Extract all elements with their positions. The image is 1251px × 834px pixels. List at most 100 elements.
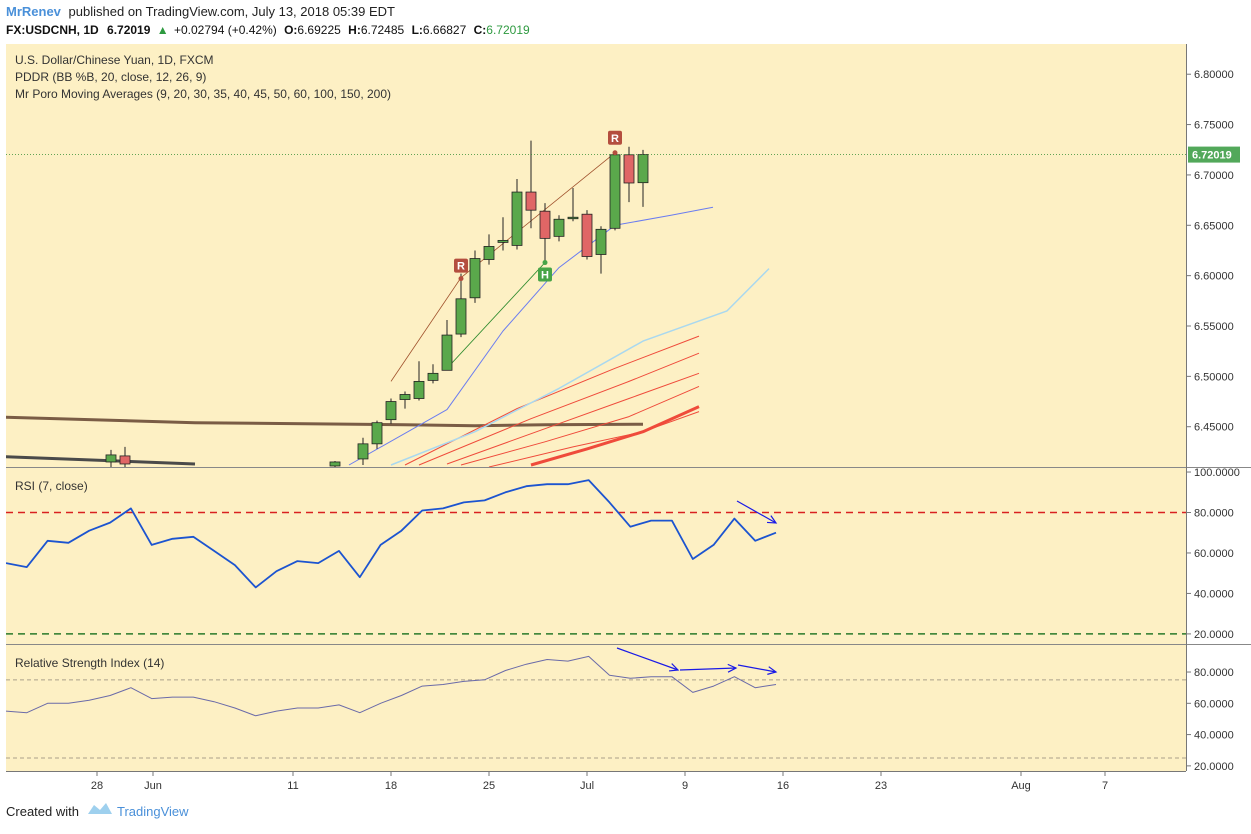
moving-average-line bbox=[390, 268, 770, 466]
candle-body bbox=[553, 218, 565, 237]
candle-body bbox=[371, 422, 383, 445]
candle-body bbox=[497, 239, 509, 243]
footer-brand[interactable]: TradingView bbox=[117, 804, 189, 819]
low-value: 6.66827 bbox=[423, 23, 467, 37]
plot-background bbox=[6, 44, 1186, 771]
rsi-tick-label: 40.0000 bbox=[1194, 588, 1234, 600]
divergence-arrow bbox=[736, 500, 777, 524]
rsi-tick-label: 60.0000 bbox=[1194, 548, 1234, 560]
rsi-tick-label: 20.0000 bbox=[1194, 629, 1234, 641]
tradingview-logo-icon bbox=[88, 803, 112, 814]
moving-average-line bbox=[460, 385, 700, 466]
legend-rsi7: RSI (7, close) bbox=[15, 479, 88, 493]
moving-average-line bbox=[530, 405, 700, 467]
moving-average-line bbox=[488, 411, 700, 467]
candle-body bbox=[469, 258, 481, 299]
arrow-head-icon bbox=[766, 515, 778, 524]
rsi-tick-label: 80.0000 bbox=[1194, 507, 1234, 519]
author-link: MrRenev bbox=[6, 4, 62, 19]
candle-body bbox=[567, 216, 579, 220]
moving-average-line bbox=[418, 352, 700, 466]
candle-body bbox=[455, 298, 467, 335]
rsi-line bbox=[6, 655, 777, 717]
signal-marker bbox=[608, 130, 622, 145]
candle-body bbox=[399, 394, 411, 400]
candle-body bbox=[105, 454, 117, 463]
open-value: 6.69225 bbox=[297, 23, 341, 37]
svg-text:MrRenev published on Tradi: MrRenev published on TradingView.com, Ju… bbox=[6, 4, 395, 19]
divergence-arrow bbox=[737, 664, 777, 673]
divergence-arrow bbox=[679, 667, 737, 671]
price-tick-label: 6.55000 bbox=[1194, 321, 1234, 333]
candle-body bbox=[609, 154, 621, 229]
change-value: +0.02794 (+0.42%) bbox=[174, 23, 277, 37]
rsi-tick-label: 60.0000 bbox=[1194, 698, 1234, 710]
trend-line bbox=[446, 262, 546, 369]
time-tick-label: Jun bbox=[144, 780, 162, 792]
rsi-tick-label: 40.0000 bbox=[1194, 730, 1234, 742]
footer-created: Created with bbox=[6, 804, 79, 819]
arrow-head-icon bbox=[727, 663, 738, 673]
symbol-label: FX:USDCNH, 1D bbox=[6, 23, 99, 37]
time-tick-label: 7 bbox=[1102, 780, 1108, 792]
candle-body bbox=[637, 154, 649, 184]
price-tick-label: 6.50000 bbox=[1194, 371, 1234, 383]
candle-body bbox=[413, 380, 425, 399]
time-tick-label: 16 bbox=[777, 780, 789, 792]
arrow-head-icon bbox=[668, 663, 680, 672]
candle-body bbox=[441, 334, 453, 371]
signal-marker-label: R bbox=[611, 133, 619, 145]
candle-body bbox=[525, 191, 537, 211]
moving-average-line bbox=[6, 415, 644, 428]
up-arrow-icon: ▲ bbox=[157, 23, 169, 37]
candle-body bbox=[119, 455, 131, 465]
signal-point bbox=[542, 260, 548, 266]
candle-body bbox=[357, 443, 369, 460]
candle-body bbox=[539, 210, 551, 239]
price-tick-label: 6.80000 bbox=[1194, 69, 1234, 81]
legend-moving-averages: Mr Poro Moving Averages (9, 20, 30, 35, … bbox=[15, 87, 391, 101]
candle-body bbox=[581, 213, 593, 257]
signal-marker-label: R bbox=[457, 261, 465, 273]
rsi-tick-label: 20.0000 bbox=[1194, 761, 1234, 773]
arrow-head-icon bbox=[767, 666, 778, 675]
time-tick-label: 28 bbox=[91, 780, 103, 792]
close-value: 6.72019 bbox=[486, 23, 530, 37]
legend-symbol: U.S. Dollar/Chinese Yuan, 1D, FXCM bbox=[15, 53, 214, 67]
legend-rsi14: Relative Strength Index (14) bbox=[15, 656, 164, 670]
published-info: published on TradingView.com, July 13, 2… bbox=[69, 4, 395, 19]
last-price-tag-label: 6.72019 bbox=[1192, 150, 1232, 162]
time-tick-label: 25 bbox=[483, 780, 495, 792]
last-price-tag bbox=[1188, 146, 1240, 163]
signal-point bbox=[612, 150, 618, 156]
price-tick-label: 6.70000 bbox=[1194, 170, 1234, 182]
time-tick-label: 9 bbox=[682, 780, 688, 792]
price-tick-label: 6.60000 bbox=[1194, 271, 1234, 283]
candle-body bbox=[329, 461, 341, 467]
candle-body bbox=[511, 191, 523, 246]
signal-marker bbox=[454, 258, 468, 273]
time-tick-label: 11 bbox=[287, 780, 298, 792]
rsi-tick-label: 80.0000 bbox=[1194, 667, 1234, 679]
candle-body bbox=[385, 401, 397, 421]
time-tick-label: Jul bbox=[580, 780, 594, 792]
time-tick-label: Aug bbox=[1011, 780, 1031, 792]
svg-text:FX:USDCNH, 1D 6.72019: FX:USDCNH, 1D 6.72019 ▲ +0.02794 (+0.42%… bbox=[6, 23, 530, 37]
price-tick-label: 6.65000 bbox=[1194, 220, 1234, 232]
candle-body bbox=[427, 372, 439, 381]
rsi-tick-label: 100.0000 bbox=[1194, 467, 1240, 479]
divergence-arrow bbox=[616, 647, 679, 671]
signal-marker bbox=[538, 267, 552, 282]
candle-body bbox=[483, 246, 495, 260]
rsi-line bbox=[6, 479, 777, 589]
price-tick-label: 6.45000 bbox=[1194, 422, 1234, 434]
candle-body bbox=[595, 228, 607, 255]
signal-marker-label: H bbox=[541, 270, 549, 282]
high-value: 6.72485 bbox=[361, 23, 405, 37]
candle-body bbox=[623, 154, 635, 184]
legend-pddr: PDDR (BB %B, 20, close, 12, 26, 9) bbox=[15, 70, 206, 84]
time-tick-label: 23 bbox=[875, 780, 887, 792]
signal-point bbox=[458, 276, 464, 282]
price-tick-label: 6.75000 bbox=[1194, 120, 1234, 132]
